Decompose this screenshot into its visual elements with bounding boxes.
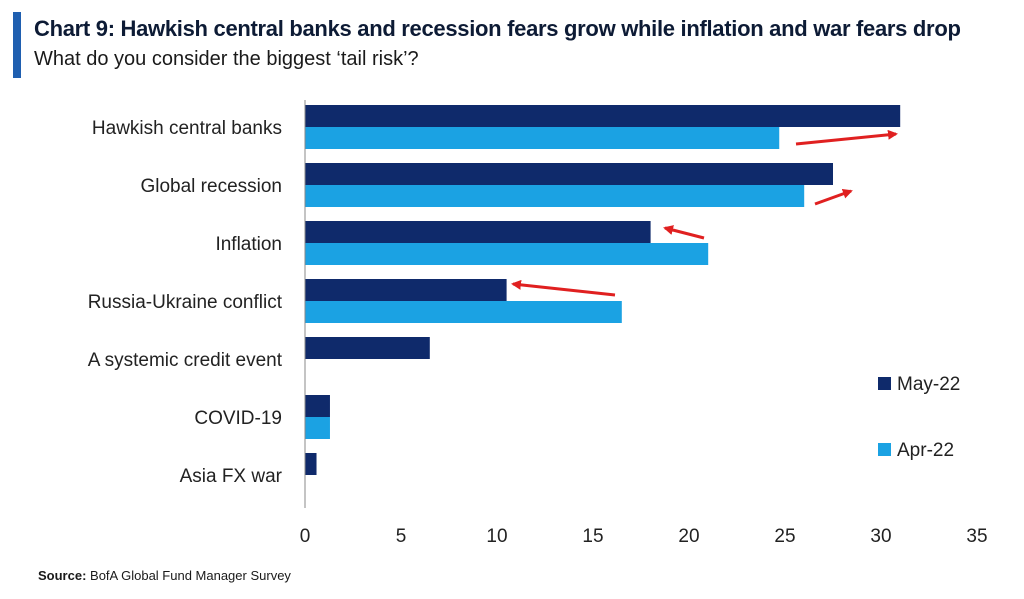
category-label: Global recession [140, 176, 282, 197]
bar-may-22-4 [305, 337, 430, 359]
bar-apr-22-3 [305, 301, 622, 323]
bar-may-22-3 [305, 279, 507, 301]
annotation-arrow-1 [814, 189, 853, 206]
annotation-arrow-2 [663, 225, 705, 240]
title-accent-bar [13, 12, 21, 78]
category-label: Hawkish central banks [92, 118, 282, 139]
annotation-arrow-3 [511, 279, 616, 297]
source-label: Source: [38, 568, 87, 583]
x-tick-label: 35 [966, 526, 987, 547]
x-tick-label: 10 [486, 526, 507, 547]
category-label: A systemic credit event [88, 350, 283, 371]
category-label: Inflation [215, 234, 282, 255]
x-tick-label: 5 [396, 526, 407, 547]
bar-apr-22-2 [305, 243, 709, 265]
bar-may-22-5 [305, 395, 330, 417]
annotation-arrow-0 [795, 129, 898, 146]
legend-label-may-22: May-22 [897, 374, 960, 395]
x-tick-label: 15 [582, 526, 603, 547]
bar-may-22-6 [305, 453, 317, 475]
legend-swatch-may-22 [878, 377, 891, 390]
bar-may-22-2 [305, 221, 651, 243]
x-tick-label: 0 [300, 526, 311, 547]
category-label: Asia FX war [180, 466, 283, 487]
legend-swatch-apr-22 [878, 443, 891, 456]
bar-apr-22-1 [305, 185, 805, 207]
chart-title: Chart 9: Hawkish central banks and reces… [34, 16, 961, 41]
source-text: BofA Global Fund Manager Survey [90, 568, 291, 583]
legend-label-apr-22: Apr-22 [897, 440, 954, 461]
x-tick-label: 25 [774, 526, 795, 547]
bar-may-22-0 [305, 105, 901, 127]
x-tick-label: 20 [678, 526, 699, 547]
chart-subtitle: What do you consider the biggest ‘tail r… [34, 48, 419, 70]
category-label: COVID-19 [194, 408, 282, 429]
bar-apr-22-0 [305, 127, 780, 149]
bar-apr-22-5 [305, 417, 330, 439]
x-tick-label: 30 [870, 526, 891, 547]
bar-may-22-1 [305, 163, 833, 185]
source-note: Source: BofA Global Fund Manager Survey [38, 568, 291, 583]
category-label: Russia-Ukraine conflict [88, 292, 283, 313]
